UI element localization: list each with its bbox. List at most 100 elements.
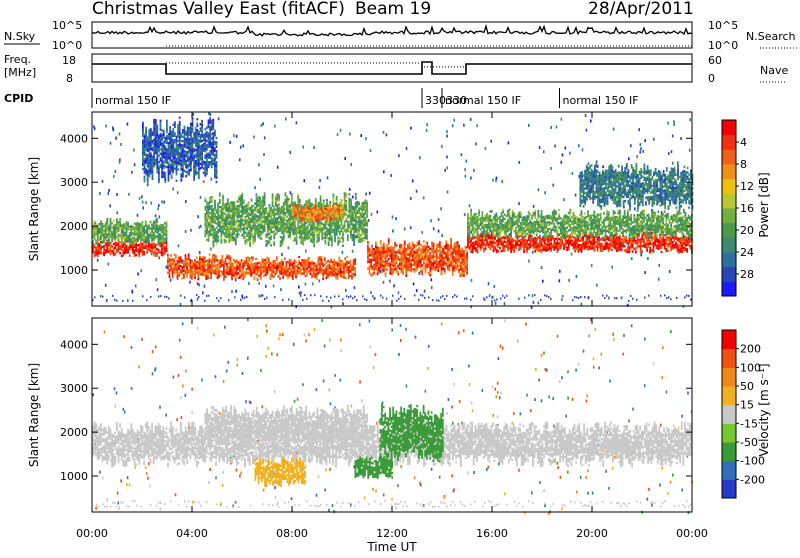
- band-echo: [343, 276, 345, 278]
- band-echo: [256, 230, 258, 232]
- band-echo: [286, 205, 288, 207]
- band-echo: [246, 232, 248, 234]
- band-echo: [341, 219, 343, 221]
- band-echo: [307, 201, 309, 203]
- scatter-echo: [119, 161, 121, 164]
- band-echo: [338, 212, 340, 214]
- band-echo: [381, 253, 383, 255]
- band-echo: [124, 241, 126, 243]
- band-echo: [111, 245, 113, 247]
- band-echo: [252, 268, 254, 270]
- scatter-echo: [392, 216, 394, 219]
- band-echo: [429, 274, 431, 276]
- band-echo: [232, 201, 234, 203]
- band-echo: [265, 209, 267, 211]
- scatter-echo: [185, 200, 187, 203]
- band-echo: [276, 267, 278, 269]
- band-echo: [378, 254, 380, 256]
- band-echo: [298, 256, 300, 258]
- band-echo: [355, 215, 357, 217]
- band-echo: [455, 264, 457, 266]
- band-echo: [397, 258, 399, 260]
- scatter-echo: [344, 257, 346, 260]
- band-echo: [306, 213, 308, 215]
- band-echo: [318, 268, 320, 270]
- scatter-echo: [131, 171, 133, 174]
- band-echo: [238, 268, 240, 270]
- band-echo: [138, 234, 140, 236]
- band-echo: [321, 227, 323, 229]
- band-echo: [394, 266, 396, 268]
- band-echo: [429, 254, 431, 256]
- band-echo: [322, 265, 324, 267]
- band-echo: [502, 236, 504, 238]
- band-echo: [281, 225, 283, 227]
- band-echo: [452, 250, 454, 252]
- band-echo: [641, 238, 643, 240]
- band-echo: [436, 262, 438, 264]
- band-echo: [295, 208, 297, 210]
- band-echo: [329, 215, 331, 217]
- band-echo: [219, 223, 221, 225]
- band-echo: [116, 249, 118, 251]
- scatter-echo: [476, 124, 478, 127]
- band-echo: [617, 236, 619, 238]
- band-echo: [173, 271, 175, 273]
- scatter-echo: [133, 149, 135, 152]
- band-echo: [373, 268, 375, 270]
- band-echo: [246, 213, 248, 215]
- band-echo: [233, 274, 235, 276]
- band-echo: [269, 213, 271, 215]
- band-echo: [193, 266, 195, 268]
- band-echo: [318, 208, 320, 210]
- band-echo: [337, 262, 339, 264]
- band-echo: [221, 264, 223, 266]
- band-echo: [262, 214, 264, 216]
- band-echo: [270, 222, 272, 224]
- band-echo: [497, 250, 499, 252]
- band-echo: [289, 230, 291, 232]
- band-echo: [463, 261, 465, 263]
- band-echo: [189, 263, 191, 265]
- band-echo: [321, 238, 323, 240]
- band-echo: [237, 212, 239, 214]
- band-echo: [225, 276, 227, 278]
- band-echo: [309, 236, 311, 238]
- band-echo: [137, 233, 139, 235]
- band-echo: [113, 226, 115, 228]
- band-echo: [278, 212, 280, 214]
- band-echo: [590, 247, 592, 249]
- band-echo: [287, 277, 289, 279]
- band-echo: [272, 224, 274, 226]
- band-echo: [405, 275, 407, 277]
- band-echo: [343, 268, 345, 270]
- band-echo: [94, 223, 96, 225]
- band-echo: [444, 256, 446, 258]
- band-echo: [116, 225, 118, 227]
- band-echo: [354, 258, 356, 260]
- band-echo: [413, 259, 415, 261]
- band-echo: [233, 215, 235, 217]
- band-echo: [499, 243, 501, 245]
- band-echo: [137, 235, 139, 237]
- band-echo: [449, 249, 451, 251]
- band-echo: [243, 199, 245, 201]
- band-echo: [565, 244, 567, 246]
- band-echo: [248, 217, 250, 219]
- scatter-echo: [559, 279, 561, 282]
- band-echo: [178, 274, 180, 276]
- band-echo: [238, 263, 240, 265]
- band-echo: [447, 264, 449, 266]
- band-echo: [223, 272, 225, 274]
- scatter-echo: [313, 146, 315, 149]
- velocity-panel-bg: [92, 318, 692, 512]
- band-echo: [143, 241, 145, 243]
- band-echo: [325, 240, 327, 242]
- band-echo: [525, 239, 527, 241]
- band-echo: [306, 215, 308, 217]
- band-echo: [180, 261, 182, 263]
- band-echo: [433, 258, 435, 260]
- band-echo: [106, 248, 108, 250]
- band-echo: [283, 204, 285, 206]
- band-echo: [216, 238, 218, 240]
